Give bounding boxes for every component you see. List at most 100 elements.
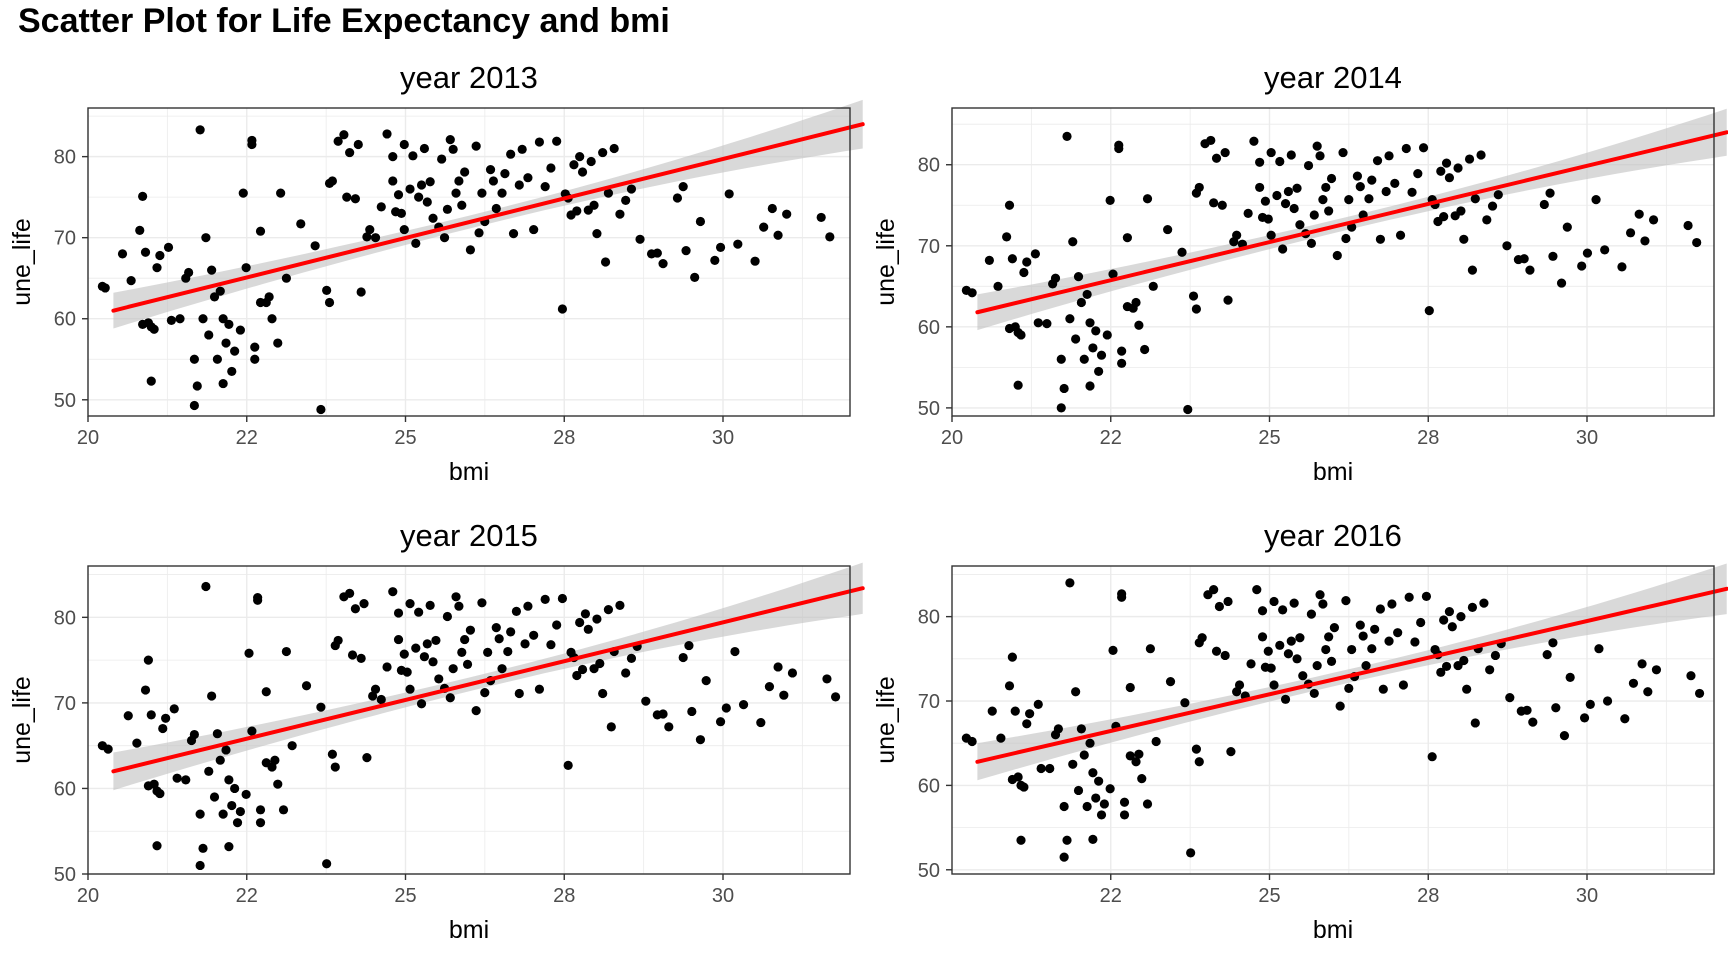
- data-point: [158, 723, 168, 734]
- data-point: [1625, 228, 1636, 238]
- data-point: [1125, 751, 1135, 761]
- data-point: [445, 135, 455, 145]
- data-point: [347, 650, 358, 660]
- data-point: [497, 664, 507, 674]
- data-point: [1326, 173, 1337, 184]
- data-point: [787, 668, 798, 678]
- data-point: [1295, 633, 1305, 643]
- data-point: [1059, 801, 1069, 812]
- data-point: [767, 203, 777, 214]
- data-point: [1306, 609, 1317, 619]
- data-point: [1096, 350, 1107, 360]
- data-point: [195, 125, 205, 135]
- data-point: [494, 634, 504, 644]
- data-point: [1283, 186, 1294, 197]
- data-point: [1266, 230, 1276, 240]
- data-point: [230, 346, 240, 356]
- data-point: [1467, 602, 1478, 612]
- x-tick-label: 28: [1417, 885, 1439, 907]
- data-point: [1444, 173, 1455, 183]
- data-point: [250, 342, 260, 352]
- data-point: [1384, 151, 1394, 161]
- data-point: [1427, 752, 1437, 762]
- data-point: [376, 202, 386, 212]
- data-point: [1280, 199, 1291, 209]
- data-point: [1421, 591, 1432, 601]
- data-point: [209, 292, 220, 302]
- data-point: [1255, 157, 1265, 167]
- data-point: [189, 354, 199, 364]
- data-point: [405, 184, 415, 194]
- data-point: [715, 717, 726, 727]
- data-point: [437, 154, 447, 164]
- data-point: [1257, 632, 1268, 642]
- data-point: [215, 755, 225, 765]
- data-point: [695, 216, 706, 227]
- data-point: [1329, 623, 1340, 633]
- data-point: [281, 273, 291, 283]
- data-point: [416, 699, 427, 709]
- x-tick-label: 25: [394, 427, 416, 449]
- data-point: [184, 267, 194, 278]
- data-point: [1441, 661, 1452, 672]
- x-tick-label: 25: [394, 885, 416, 907]
- data-point: [1165, 677, 1176, 687]
- data-point: [773, 230, 783, 240]
- data-point: [135, 225, 145, 235]
- data-point: [1088, 834, 1098, 845]
- data-point: [327, 749, 337, 759]
- data-point: [1292, 654, 1302, 664]
- data-point: [822, 674, 832, 684]
- data-point: [439, 233, 450, 243]
- x-tick-label: 28: [1417, 427, 1439, 449]
- data-point: [255, 226, 266, 236]
- data-point: [1096, 810, 1107, 820]
- data-point: [1577, 261, 1587, 271]
- x-tick-label: 22: [236, 427, 258, 449]
- data-point: [362, 232, 372, 242]
- data-point: [143, 655, 153, 665]
- data-point: [1211, 646, 1222, 656]
- data-point: [1634, 209, 1644, 219]
- data-point: [1289, 598, 1299, 608]
- data-point: [1180, 698, 1190, 708]
- scatter-points: [97, 125, 835, 415]
- data-point: [471, 141, 481, 151]
- data-point: [442, 204, 453, 214]
- data-point: [1145, 644, 1155, 654]
- data-point: [529, 630, 539, 640]
- data-point: [1134, 749, 1144, 759]
- data-point: [1326, 656, 1337, 666]
- data-point: [1594, 644, 1604, 654]
- data-point: [1234, 680, 1245, 690]
- data-point: [1022, 719, 1032, 729]
- data-point: [1004, 681, 1015, 691]
- data-point: [1309, 688, 1319, 699]
- data-point: [1324, 632, 1334, 642]
- data-point: [678, 182, 688, 192]
- data-point: [1142, 194, 1153, 204]
- data-point: [1148, 281, 1158, 291]
- data-point: [1347, 644, 1357, 655]
- data-point: [1257, 606, 1268, 616]
- data-point: [1119, 810, 1130, 820]
- x-tick-label: 30: [1576, 885, 1598, 907]
- data-point: [411, 238, 421, 248]
- data-point: [166, 315, 176, 325]
- data-point: [1117, 592, 1127, 602]
- y-tick-label: 60: [918, 775, 940, 797]
- data-point: [996, 733, 1006, 743]
- data-point: [557, 593, 568, 604]
- data-point: [1004, 200, 1015, 210]
- data-point: [204, 766, 214, 776]
- data-point: [1194, 182, 1204, 193]
- data-point: [517, 144, 527, 154]
- y-tick-label: 50: [54, 390, 76, 412]
- data-point: [1439, 615, 1449, 625]
- data-point: [1309, 210, 1319, 220]
- data-point: [1269, 680, 1279, 690]
- data-point: [425, 177, 435, 187]
- data-point: [477, 598, 487, 608]
- data-point: [1338, 147, 1348, 158]
- data-point: [586, 156, 596, 167]
